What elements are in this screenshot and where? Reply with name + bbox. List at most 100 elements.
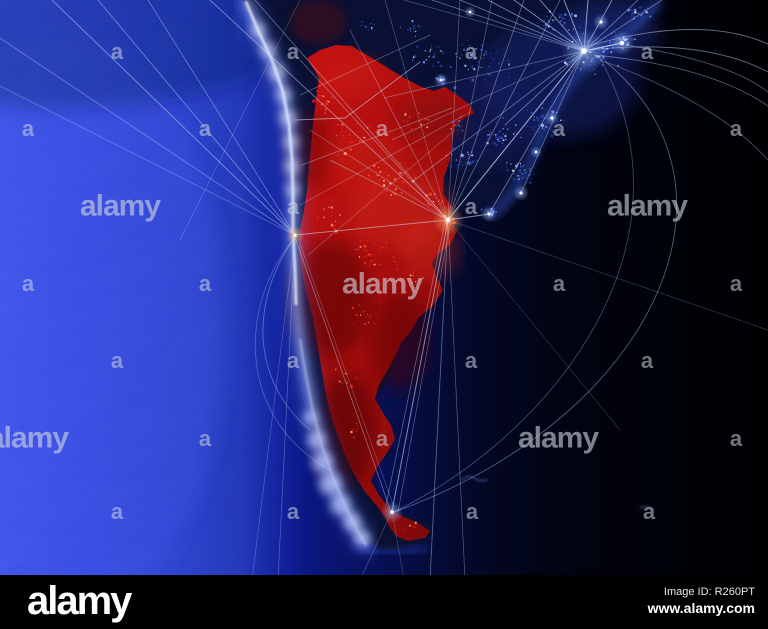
city-dot (406, 171, 409, 174)
city-dot (631, 32, 634, 35)
city-dot (373, 322, 376, 325)
city-dot (415, 196, 417, 198)
city-dot (470, 151, 473, 154)
city-dot (557, 13, 560, 16)
city-dot (340, 381, 342, 384)
network-hub (286, 226, 304, 244)
hub-core (445, 217, 451, 223)
city-dot (506, 168, 510, 172)
city-dot (461, 43, 464, 46)
city-dot (330, 206, 334, 209)
network-line (294, 219, 449, 236)
city-dot (359, 314, 362, 316)
city-dot (371, 28, 373, 31)
city-dot (490, 52, 492, 55)
city-dot (393, 178, 396, 181)
city-dot (471, 67, 474, 69)
network-line (209, 0, 449, 221)
city-dot (631, 12, 634, 15)
city-dot (319, 95, 321, 97)
city-dot (440, 200, 442, 202)
hub-core (550, 116, 554, 120)
city-dot (554, 18, 557, 21)
cloud-wisps (461, 475, 655, 511)
city-dot (369, 315, 371, 317)
city-dot (439, 64, 443, 67)
network-hub (513, 185, 529, 201)
network-line (51, 0, 296, 236)
city-dot (338, 222, 340, 224)
city-dot (335, 220, 337, 222)
city-dot (350, 141, 352, 143)
city-dot (499, 140, 502, 143)
city-dot (508, 63, 510, 65)
city-dot (338, 380, 341, 383)
network-arc (393, 61, 677, 513)
city-dot (409, 523, 412, 525)
city-dot (414, 24, 416, 26)
city-dot (422, 277, 425, 279)
city-dot (417, 25, 419, 27)
city-dot (367, 29, 370, 31)
network-line (299, 59, 449, 221)
city-dot (451, 153, 453, 156)
city-dot (529, 169, 531, 171)
city-dot (409, 115, 412, 117)
network-hub (562, 29, 606, 73)
city-dot (409, 524, 411, 527)
city-dot (359, 244, 361, 247)
city-dot (530, 111, 533, 114)
city-dot (359, 149, 361, 151)
city-dot (637, 12, 640, 15)
city-dot (558, 126, 561, 129)
city-dot (405, 57, 407, 59)
city-dot (541, 107, 544, 110)
network-line (299, 111, 471, 206)
city-dot (468, 156, 470, 158)
city-dot (323, 208, 325, 210)
city-dot (326, 130, 329, 133)
city-dot (464, 64, 467, 67)
network-line (309, 129, 449, 221)
network-line (254, 0, 449, 221)
city-dot (498, 130, 501, 134)
city-dot (354, 148, 356, 150)
city-dot (492, 58, 495, 61)
city-dot (455, 52, 458, 55)
city-dot (338, 141, 340, 143)
city-dot (433, 45, 435, 48)
city-dot (530, 164, 532, 166)
city-dot (548, 20, 550, 23)
city-dot (510, 163, 512, 165)
city-dot (543, 25, 545, 27)
city-dot (437, 61, 440, 64)
city-dot (404, 113, 407, 116)
city-dot (465, 50, 469, 54)
city-dot (369, 143, 372, 145)
city-dot (453, 120, 456, 123)
city-dot (485, 145, 487, 147)
network-line (0, 37, 296, 236)
city-dot (477, 61, 479, 63)
city-dot (488, 73, 491, 75)
city-dot (398, 184, 401, 187)
network-arc (593, 54, 768, 107)
city-dot (439, 66, 441, 68)
city-dot (364, 255, 366, 257)
city-dot (433, 193, 436, 196)
city-dot (422, 61, 426, 64)
city-dot (545, 108, 548, 111)
city-dot (476, 65, 478, 67)
city-dot (431, 64, 434, 67)
city-dot (546, 15, 549, 18)
city-dot (601, 64, 603, 66)
city-dot (370, 259, 373, 262)
city-dot (365, 264, 367, 266)
city-dot (373, 164, 376, 167)
city-dot (459, 116, 461, 118)
city-dot (390, 194, 392, 196)
city-dot (367, 127, 369, 129)
city-dot (383, 163, 385, 166)
city-dot (357, 249, 359, 251)
